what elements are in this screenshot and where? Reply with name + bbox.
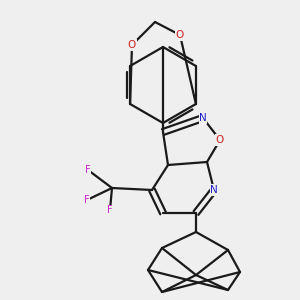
Text: F: F	[107, 205, 113, 215]
Text: F: F	[84, 195, 90, 205]
Text: N: N	[199, 113, 207, 123]
Text: O: O	[216, 135, 224, 145]
Text: F: F	[85, 165, 91, 175]
Text: N: N	[210, 185, 218, 195]
Text: O: O	[176, 30, 184, 40]
Text: O: O	[128, 40, 136, 50]
